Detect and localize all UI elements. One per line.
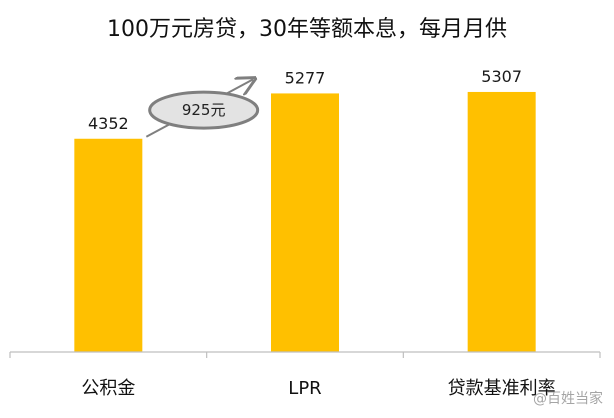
x-axis [9, 351, 601, 358]
annotation-layer: 925元 [145, 79, 260, 138]
value-label-1: 5277 [285, 68, 326, 87]
bar-2 [467, 91, 536, 352]
category-label-1: LPR [288, 378, 321, 399]
bar-0 [74, 138, 143, 352]
category-label-0: 公积金 [81, 378, 135, 399]
watermark-text: @百姓当家 [533, 390, 603, 407]
chart-title: 100万元房贷，30年等额本息，每月月供 [107, 17, 507, 42]
bars-layer [74, 91, 536, 352]
category-label-2: 贷款基准利率 [448, 378, 556, 399]
category-labels-layer: 公积金 LPR 贷款基准利率 [81, 378, 555, 399]
annotation-ellipse [148, 90, 260, 130]
value-label-0: 4352 [88, 114, 129, 133]
value-labels-layer: 4352 5277 5307 [88, 67, 522, 133]
annotation-text: 925元 [182, 101, 226, 119]
value-label-2: 5307 [481, 67, 522, 86]
bar-1 [271, 93, 339, 352]
